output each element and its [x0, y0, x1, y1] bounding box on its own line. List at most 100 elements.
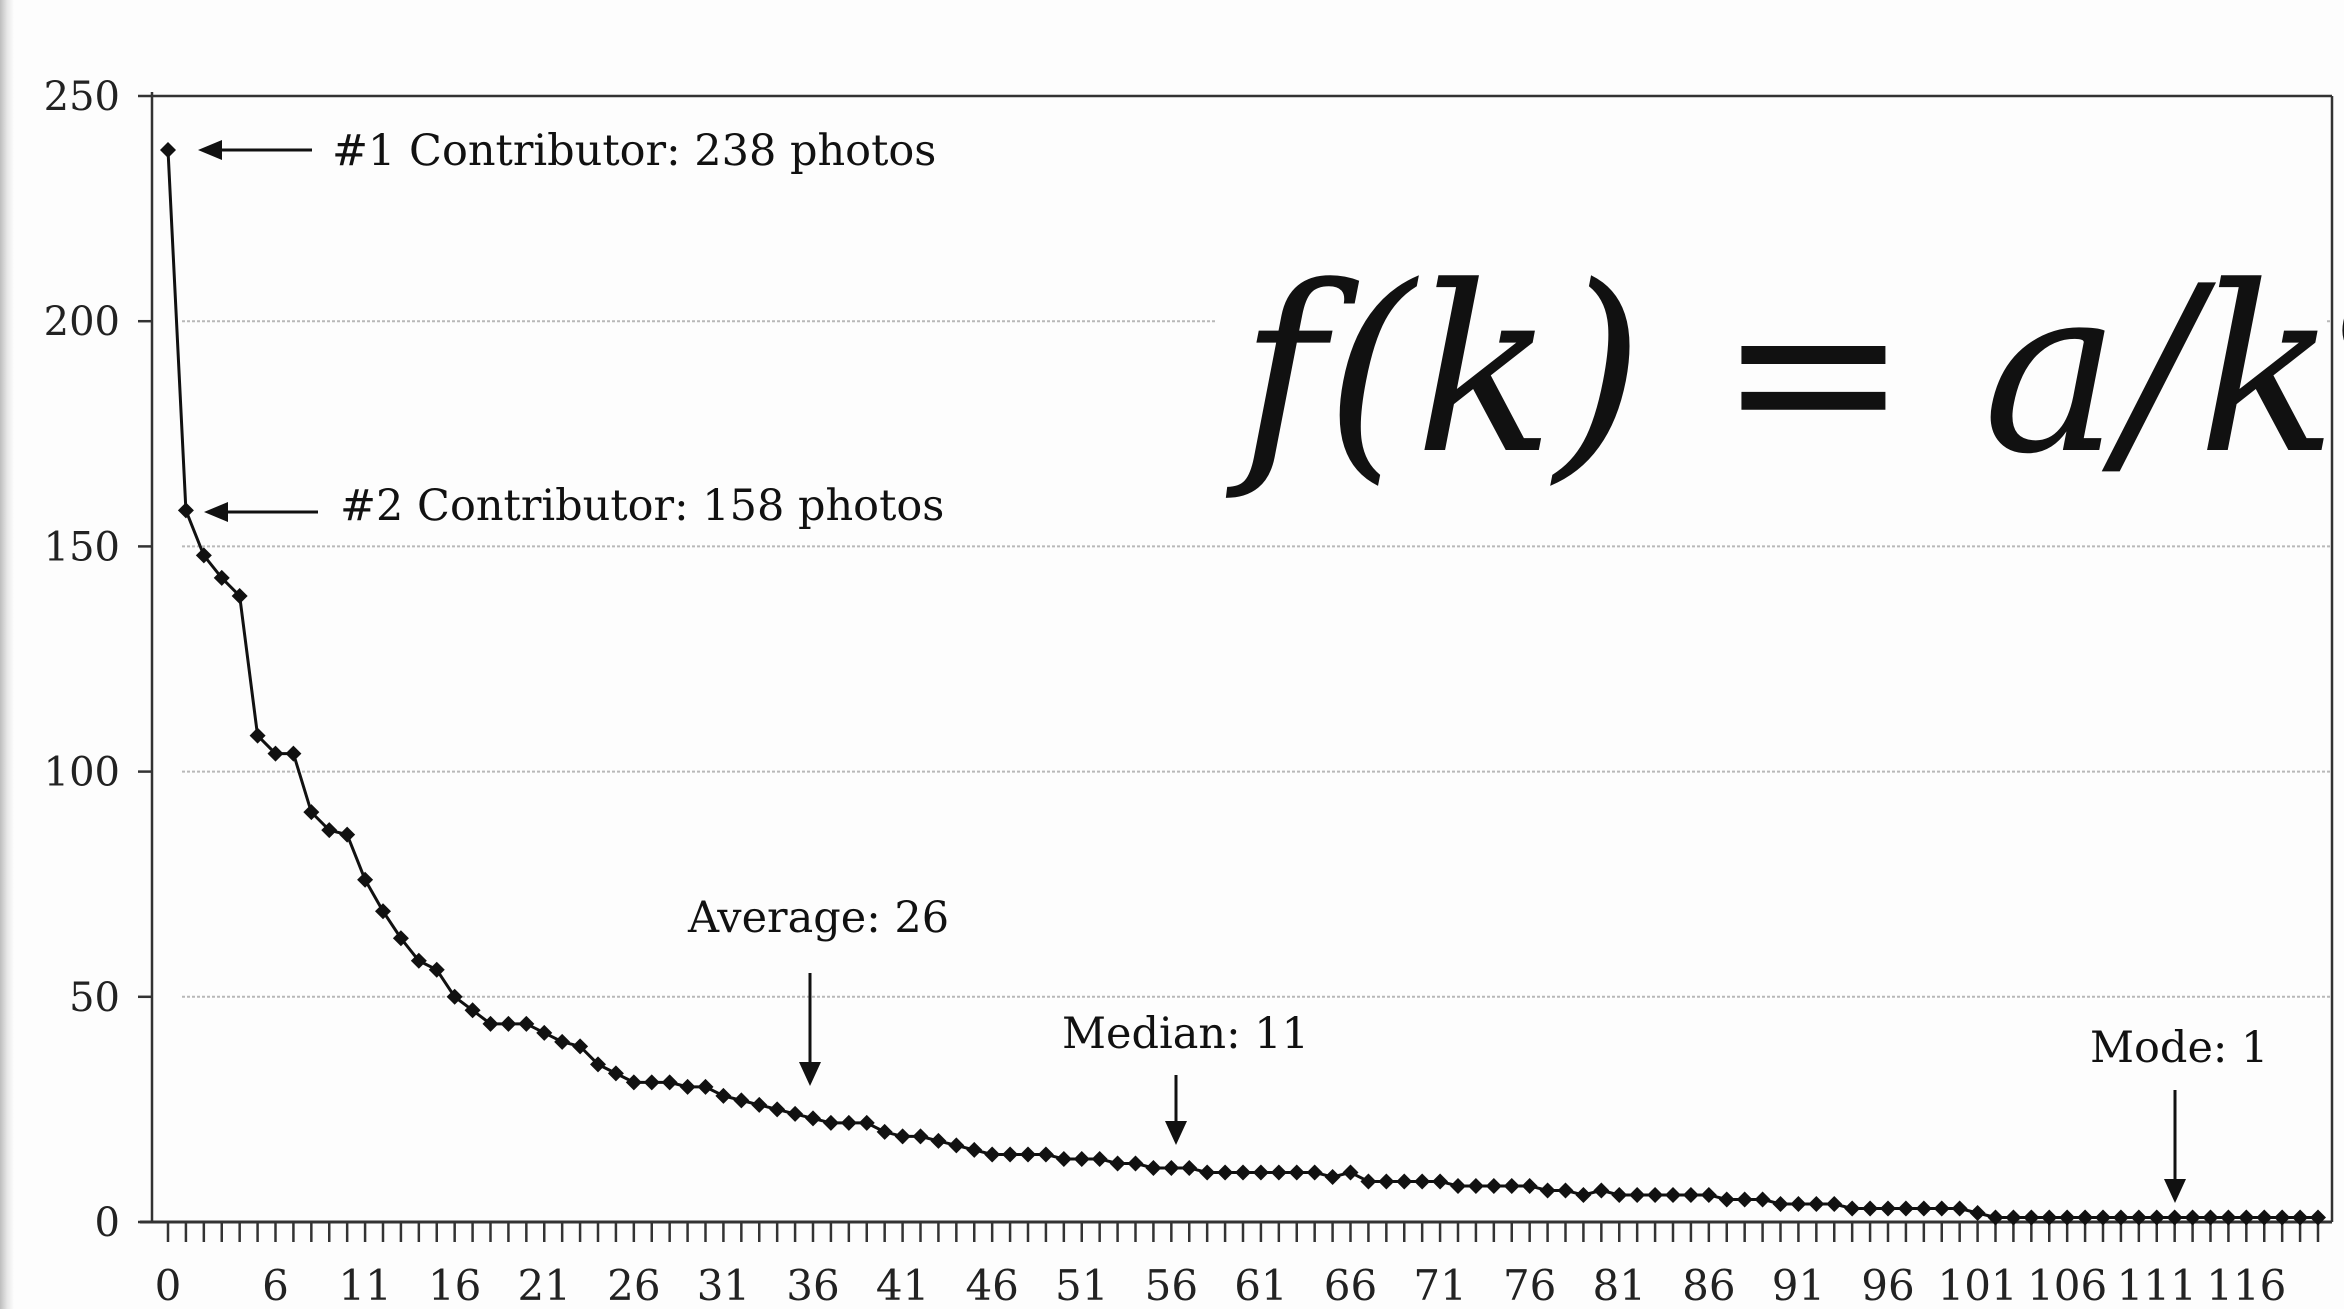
data-point-57	[1181, 1159, 1198, 1176]
data-point-58	[1199, 1164, 1216, 1181]
power-law-formula: f(k) = a/kc	[1240, 160, 2344, 505]
data-point-107	[2077, 1209, 2094, 1226]
data-point-55	[1145, 1159, 1162, 1176]
annotations: #1 Contributor: 238 photos #2 Contributo…	[198, 126, 2268, 1203]
x-tick-label-61: 61	[1234, 1261, 1287, 1309]
data-point-12	[375, 903, 391, 920]
data-point-62	[1270, 1164, 1287, 1181]
formula-exponent: c	[2337, 234, 2344, 386]
data-point-91	[1790, 1195, 1807, 1212]
data-point-80	[1593, 1182, 1610, 1199]
data-point-29	[679, 1078, 696, 1095]
x-tick-label-16: 16	[428, 1261, 481, 1309]
page-edge-shadow	[0, 0, 14, 1309]
data-point-101	[1969, 1204, 1986, 1221]
x-tick-label-26: 26	[607, 1261, 660, 1309]
data-point-78	[1557, 1182, 1574, 1199]
data-point-95	[1862, 1200, 1879, 1217]
data-point-8	[303, 804, 320, 821]
data-point-18	[482, 1015, 499, 1032]
data-point-113	[2184, 1209, 2201, 1226]
data-point-72	[1450, 1177, 1466, 1194]
data-point-51	[1073, 1150, 1090, 1167]
data-point-88	[1736, 1191, 1753, 1208]
data-point-44	[948, 1137, 965, 1154]
data-point-96	[1880, 1200, 1896, 1217]
data-point-66	[1342, 1164, 1359, 1181]
data-point-28	[661, 1074, 678, 1091]
x-tick-label-101: 101	[1937, 1261, 2017, 1309]
y-tick-label-100: 100	[44, 750, 120, 796]
data-point-54	[1127, 1155, 1144, 1172]
data-point-87	[1718, 1191, 1735, 1208]
data-point-43	[930, 1132, 947, 1149]
data-point-90	[1772, 1195, 1789, 1212]
data-point-92	[1808, 1195, 1825, 1212]
data-point-59	[1217, 1164, 1234, 1181]
data-point-115	[2220, 1209, 2237, 1226]
series-contributions	[160, 142, 2326, 1226]
data-point-0	[160, 142, 176, 159]
x-tick-label-96: 96	[1861, 1261, 1914, 1309]
data-point-49	[1037, 1146, 1054, 1163]
data-point-23	[572, 1038, 589, 1055]
data-point-41	[894, 1128, 911, 1145]
data-point-32	[733, 1092, 750, 1109]
data-point-14	[410, 952, 427, 969]
y-axis-ticks: 0 50 100 150 200 250	[44, 74, 152, 1246]
data-point-45	[966, 1141, 983, 1158]
data-point-82	[1629, 1186, 1646, 1203]
x-tick-label-91: 91	[1772, 1261, 1825, 1309]
x-tick-label-46: 46	[965, 1261, 1018, 1309]
x-tick-label-51: 51	[1055, 1261, 1108, 1309]
y-tick-label-250: 250	[44, 74, 120, 120]
data-point-40	[876, 1123, 893, 1140]
data-point-114	[2202, 1209, 2219, 1226]
data-point-98	[1915, 1200, 1932, 1217]
data-point-39	[858, 1114, 875, 1131]
data-point-94	[1844, 1200, 1861, 1217]
annotation-average: Average: 26	[687, 893, 949, 943]
x-tick-label-21: 21	[518, 1261, 571, 1309]
data-point-47	[1002, 1146, 1019, 1163]
data-point-61	[1252, 1164, 1269, 1181]
data-point-104	[2023, 1209, 2040, 1226]
y-tick-label-150: 150	[44, 524, 120, 570]
data-point-76	[1521, 1177, 1538, 1194]
data-point-116	[2238, 1209, 2255, 1226]
data-point-2	[195, 547, 212, 564]
annotation-arrowhead-average	[799, 1062, 821, 1086]
x-tick-label-6: 6	[262, 1261, 289, 1309]
data-point-31	[715, 1087, 732, 1104]
data-point-53	[1109, 1155, 1126, 1172]
x-tick-label-41: 41	[876, 1261, 929, 1309]
formula-backdrop	[1215, 180, 2325, 440]
data-point-9	[321, 822, 338, 839]
annotation-arrowhead-mode	[2164, 1179, 2186, 1203]
data-point-69	[1396, 1173, 1413, 1190]
data-point-38	[840, 1114, 857, 1131]
data-point-71	[1432, 1173, 1449, 1190]
annotation-median: Median: 11	[1062, 1009, 1309, 1059]
data-point-75	[1503, 1177, 1520, 1194]
annotation-top-contributor: #1 Contributor: 238 photos	[332, 126, 936, 176]
x-tick-label-71: 71	[1413, 1261, 1466, 1309]
y-tick-label-0: 0	[95, 1200, 120, 1246]
data-point-56	[1163, 1159, 1180, 1176]
data-point-21	[536, 1024, 553, 1041]
data-point-120	[2310, 1209, 2326, 1226]
x-tick-label-111: 111	[2117, 1261, 2197, 1309]
data-point-110	[2130, 1209, 2147, 1226]
data-point-81	[1611, 1186, 1628, 1203]
data-point-5	[249, 727, 266, 744]
data-point-65	[1324, 1168, 1341, 1185]
data-point-118	[2274, 1209, 2291, 1226]
data-point-6	[267, 745, 284, 762]
data-point-11	[357, 871, 374, 888]
data-point-67	[1360, 1173, 1377, 1190]
data-point-1	[177, 502, 194, 519]
data-point-20	[518, 1015, 535, 1032]
data-point-73	[1467, 1177, 1484, 1194]
y-tick-label-50: 50	[69, 975, 120, 1021]
